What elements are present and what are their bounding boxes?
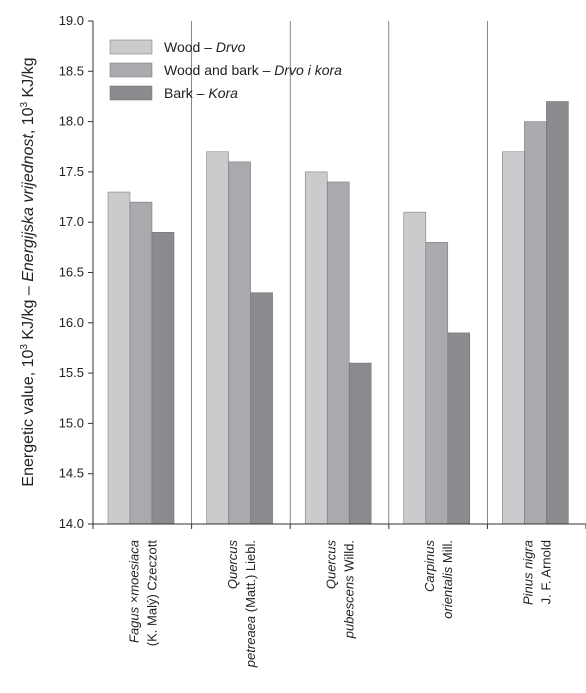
bar-wood (206, 151, 229, 525)
grid-layer (191, 21, 488, 524)
bar-bark (546, 101, 569, 525)
y-tick-label: 18.5 (59, 63, 84, 78)
axes-layer: 14.0 14.5 15.0 15.5 16.0 16.5 17.0 17.5 18.0 18.5… (59, 13, 586, 531)
legend-dash: – (200, 39, 216, 55)
ylabel-sup: 3 (19, 344, 30, 350)
legend: Wood – Drvo Wood and bark – Drvo i kora Ba… (109, 39, 342, 101)
category-label-part: petreaea (243, 616, 258, 668)
category-label-part: Fagus ×moesiaca (126, 540, 141, 643)
y-tick-label: 18.0 (59, 114, 84, 129)
ylabel-unit: KJ/kg (20, 57, 37, 101)
category-label: Fagus ×moesiaca (K. Malý) Czeczott (126, 540, 159, 647)
category-label-part: Carpinus (422, 540, 437, 593)
category-label: Pinus nigra J. F. Arnold (521, 540, 554, 605)
legend-entry-bark: Bark – Kora (164, 85, 238, 101)
bar-wood-and-bark (524, 121, 547, 525)
ylabel-local: Energijska vrijednost (20, 134, 37, 282)
category-label-line1: Fagus ×moesiaca (126, 540, 141, 643)
legend-name: Wood (164, 39, 200, 55)
category-label-part: Pinus nigra (521, 540, 536, 605)
legend-entry-wood-and-bark: Wood and bark – Drvo i kora (164, 62, 342, 78)
ylabel-suffix: , 10 (20, 107, 37, 134)
y-tick-label: 17.5 (59, 164, 84, 179)
category-label-part: Mill. (440, 540, 455, 567)
category-label-part: Quercus (225, 540, 240, 590)
bar-wood (403, 211, 427, 525)
y-tick-label: 15.0 (59, 415, 84, 430)
legend-swatch-bark (109, 85, 153, 101)
y-tick-label: 14.0 (59, 516, 84, 531)
category-label-part: (K. Malý) Czeczott (144, 540, 159, 647)
category-label-line1: Pinus nigra (521, 540, 536, 605)
legend-local-name: Drvo i kora (274, 62, 342, 78)
category-label-line2: (K. Malý) Czeczott (144, 540, 159, 647)
bar-bark (447, 332, 471, 525)
category-label-line2: petreaea (Matt.) Liebl. (243, 540, 258, 668)
bar-wood-and-bark (326, 181, 350, 525)
legend-local-name: Drvo (216, 39, 246, 55)
legend-dash: – (259, 62, 275, 78)
legend-swatch-wood-and-bark (109, 62, 153, 78)
legend-swatch-wood (109, 39, 153, 55)
category-label-part: Quercus (324, 540, 339, 590)
category-labels: Fagus ×moesiaca (K. Malý) Czeczott Quercus… (126, 540, 553, 669)
category-label-line1: Carpinus (422, 540, 437, 593)
category-label-line2: pubescens Willd. (342, 540, 357, 639)
bar-wood-and-bark (129, 201, 153, 525)
y-tick-label: 19.0 (59, 13, 84, 28)
y-tick-label: 16.0 (59, 315, 84, 330)
y-axis-label: Energetic value, 103 KJ/kg – Energijska … (19, 57, 37, 486)
bar-wood-and-bark (228, 161, 251, 525)
category-label-part: orientalis (440, 566, 455, 619)
bar-wood (304, 171, 328, 525)
bar-wood-and-bark (425, 242, 449, 525)
bar-bark (250, 292, 273, 525)
category-label-line1: Quercus (324, 540, 339, 590)
legend-entry-wood: Wood – Drvo (164, 39, 246, 55)
legend-name: Wood and bark (164, 62, 260, 78)
y-tick-label: 15.5 (59, 365, 84, 380)
y-tick-label: 17.0 (59, 214, 84, 229)
bar-bark (348, 362, 372, 525)
ylabel-sup: 3 (19, 101, 30, 107)
y-tick-label: 16.5 (59, 265, 84, 280)
category-label-line2: J. F. Arnold (539, 540, 554, 604)
bar-bark (151, 232, 175, 525)
bar-wood (502, 151, 525, 525)
bar-wood (107, 191, 131, 525)
bars-layer (107, 101, 569, 525)
legend-local-name: Kora (208, 85, 238, 101)
ylabel-unit: KJ/kg – (20, 282, 37, 344)
category-label-line1: Quercus (225, 540, 240, 590)
ylabel-prefix: Energetic value, 10 (20, 349, 37, 486)
legend-name: Bark (164, 85, 194, 101)
y-tick-label: 14.5 (59, 466, 84, 481)
category-label-part: J. F. Arnold (539, 540, 554, 604)
legend-dash: – (193, 85, 209, 101)
category-label-part: (Matt.) Liebl. (243, 540, 258, 616)
y-axis-label-group: Energetic value, 103 KJ/kg – Energijska … (19, 57, 37, 486)
category-label-part: pubescens (342, 575, 357, 639)
category-label-part: Willd. (342, 540, 357, 575)
category-label-line2: orientalis Mill. (440, 540, 455, 619)
